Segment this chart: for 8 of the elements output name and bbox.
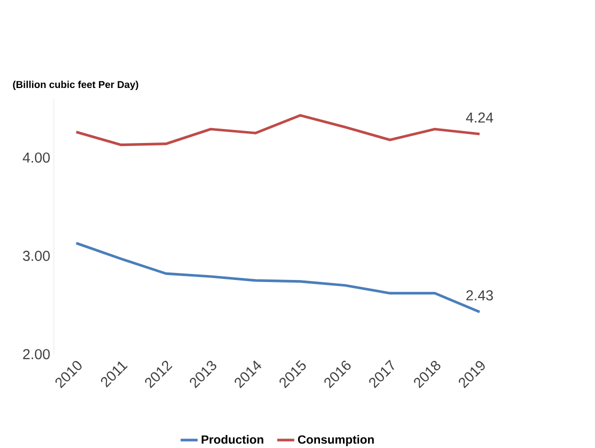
y-tick-label: 3.00: [22, 250, 50, 262]
y-tick-label: 2.00: [23, 349, 50, 360]
legend-label: Production: [202, 435, 264, 444]
data-label: 2.43: [466, 290, 493, 301]
legend-label: Consumption: [298, 435, 374, 446]
y-tick-label: 4.00: [22, 152, 50, 163]
data-label: 4.24: [466, 112, 494, 123]
text: (Billion cubic feet Per Day): [13, 80, 138, 90]
